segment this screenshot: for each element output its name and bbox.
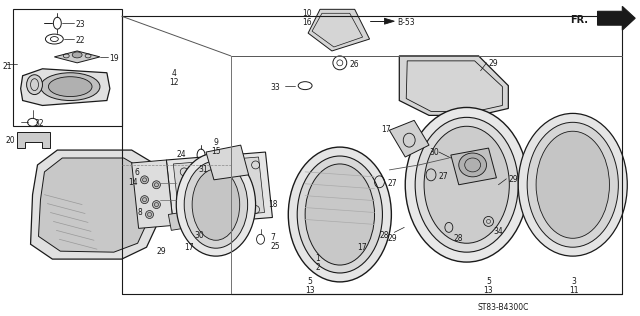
Text: 34: 34 [493, 228, 503, 236]
Text: 10: 10 [302, 9, 312, 18]
Text: 29: 29 [156, 247, 166, 256]
Ellipse shape [527, 122, 618, 247]
Text: 19: 19 [109, 54, 118, 63]
Text: 5: 5 [486, 277, 491, 286]
Ellipse shape [194, 166, 244, 210]
Text: B-53: B-53 [397, 18, 415, 27]
Text: 32: 32 [35, 119, 44, 128]
Ellipse shape [184, 161, 248, 248]
Text: 27: 27 [439, 172, 449, 181]
Ellipse shape [72, 52, 82, 58]
Ellipse shape [201, 172, 237, 204]
Polygon shape [399, 56, 508, 115]
Text: 9: 9 [214, 138, 218, 147]
Polygon shape [166, 152, 273, 225]
Text: 8: 8 [138, 208, 142, 216]
Text: 7: 7 [271, 233, 275, 242]
Text: 23: 23 [75, 20, 84, 29]
Ellipse shape [459, 153, 486, 177]
Ellipse shape [288, 147, 392, 282]
Text: 25: 25 [271, 242, 280, 251]
Text: 27: 27 [387, 179, 397, 188]
Text: 29: 29 [387, 234, 397, 243]
Ellipse shape [424, 126, 509, 243]
Ellipse shape [152, 181, 161, 189]
Text: 30: 30 [429, 148, 439, 157]
Ellipse shape [176, 153, 255, 256]
Polygon shape [598, 6, 636, 30]
Text: 20: 20 [6, 136, 15, 145]
Text: 18: 18 [268, 200, 278, 209]
Text: 26: 26 [349, 60, 360, 69]
Ellipse shape [305, 164, 374, 265]
Text: 21: 21 [3, 62, 12, 71]
Text: 31: 31 [198, 165, 208, 174]
Text: 17: 17 [184, 243, 194, 252]
Text: 4: 4 [172, 69, 177, 78]
Polygon shape [17, 132, 51, 148]
Text: 3: 3 [572, 277, 576, 286]
Polygon shape [54, 51, 100, 63]
Text: 29: 29 [488, 59, 498, 68]
Ellipse shape [415, 117, 518, 252]
Text: 13: 13 [305, 286, 315, 295]
Text: 15: 15 [211, 147, 221, 156]
Text: ST83-B4300C: ST83-B4300C [477, 303, 529, 312]
Ellipse shape [40, 73, 100, 100]
Ellipse shape [297, 156, 383, 273]
Polygon shape [132, 160, 173, 228]
Text: 14: 14 [128, 178, 138, 187]
Ellipse shape [405, 107, 528, 262]
Polygon shape [389, 120, 429, 157]
Text: 13: 13 [484, 286, 493, 295]
Ellipse shape [141, 196, 148, 204]
Text: 6: 6 [134, 168, 140, 177]
Text: 22: 22 [75, 36, 84, 45]
Text: 17: 17 [381, 125, 391, 134]
Bar [13, 9, 122, 126]
Polygon shape [173, 157, 264, 219]
Polygon shape [20, 69, 110, 106]
Text: 28: 28 [380, 231, 389, 240]
Ellipse shape [141, 176, 148, 184]
Ellipse shape [536, 131, 609, 238]
Text: 11: 11 [569, 286, 579, 295]
Text: 2: 2 [316, 263, 321, 272]
Ellipse shape [27, 75, 42, 94]
Ellipse shape [49, 77, 92, 97]
Text: 33: 33 [271, 83, 280, 92]
Ellipse shape [518, 113, 627, 256]
Polygon shape [385, 18, 394, 24]
Text: 30: 30 [194, 231, 204, 240]
Ellipse shape [152, 201, 161, 209]
Text: 24: 24 [177, 150, 186, 159]
Text: 12: 12 [170, 78, 179, 87]
Text: 28: 28 [454, 234, 463, 243]
Polygon shape [206, 145, 248, 180]
Text: 5: 5 [308, 277, 312, 286]
Text: 1: 1 [316, 254, 321, 263]
Ellipse shape [192, 169, 240, 240]
Polygon shape [168, 211, 189, 230]
Polygon shape [38, 158, 150, 252]
Polygon shape [308, 9, 369, 51]
Polygon shape [31, 150, 159, 259]
Ellipse shape [145, 210, 154, 218]
Text: 29: 29 [508, 175, 518, 184]
Text: 16: 16 [302, 18, 312, 27]
Polygon shape [451, 148, 497, 185]
Text: 17: 17 [358, 243, 367, 252]
Text: FR.: FR. [570, 15, 588, 25]
